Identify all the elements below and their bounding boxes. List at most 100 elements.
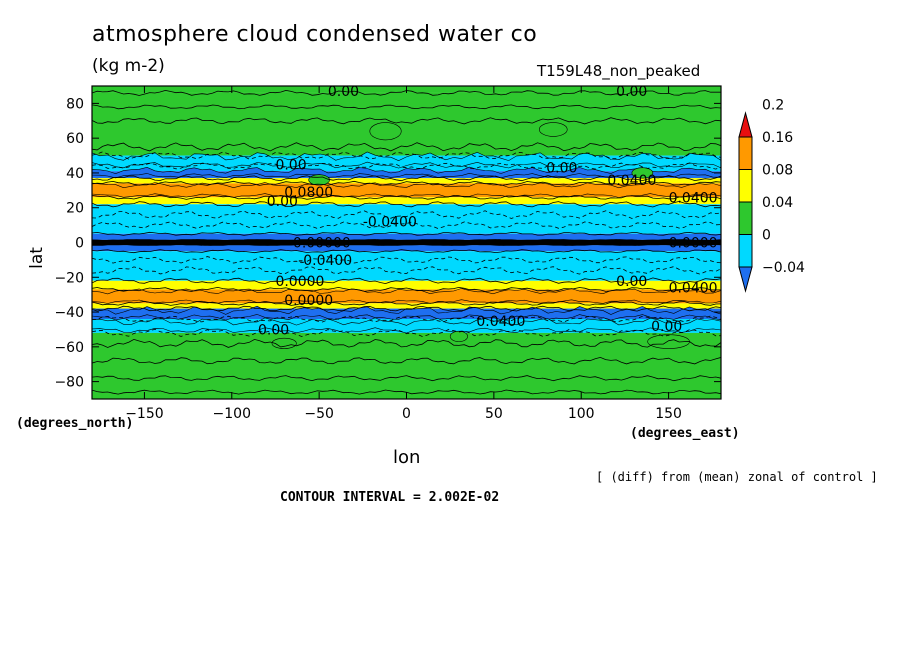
y-tick-label: −80 <box>54 375 84 391</box>
band-1 <box>92 92 721 156</box>
contour-line-1 <box>92 104 721 110</box>
contour-label: 0.00000 <box>293 236 351 252</box>
band-9 <box>92 239 721 246</box>
contour-label: 0.00 <box>616 84 647 100</box>
x-tick-label: 0 <box>402 406 411 422</box>
band-10 <box>92 245 721 252</box>
contour-label: 0.00 <box>258 322 289 338</box>
contour-label: 0.00 <box>275 157 306 173</box>
contour-label: 0.00 <box>546 161 577 177</box>
contour-line-19 <box>92 286 721 292</box>
contour-line-20 <box>92 300 721 306</box>
contour-label: -0.0400 <box>363 215 417 231</box>
y-tick-label: 60 <box>66 131 84 147</box>
contour-line-17 <box>92 266 721 275</box>
colorbar-label: 0.16 <box>762 130 793 146</box>
colorbar-swatch <box>738 169 753 203</box>
contour-interval: CONTOUR INTERVAL = 2.002E-02 <box>280 490 500 505</box>
y-tick-label: 0 <box>75 236 84 252</box>
band-11 <box>92 251 721 281</box>
contour-label: 0.00 <box>328 84 359 100</box>
band-14 <box>92 303 721 309</box>
contour-label: 0.0000 <box>275 274 324 290</box>
contour-label: -0.0400 <box>298 253 352 269</box>
contour-label: 0.00 <box>651 319 682 335</box>
band-3 <box>92 171 721 179</box>
green-patch-5 <box>449 330 468 342</box>
chart-units: (kg m-2) <box>92 56 165 76</box>
colorbar-swatch <box>738 234 753 268</box>
nh-blue-wave <box>92 151 721 169</box>
x-tick-label: −50 <box>304 406 334 422</box>
colorbar-swatch <box>738 136 753 170</box>
contour-line-10 <box>92 210 721 219</box>
colorbar: −0.04 0 0.04 0.08 0.16 0.2 <box>738 98 805 293</box>
contour-line-23 <box>92 328 721 337</box>
contour-line-14 <box>92 244 721 247</box>
diff-note: [ (diff) from (mean) zonal of control ] <box>596 470 878 484</box>
contour-label: 0.0400 <box>607 173 656 189</box>
x-tick-label: −150 <box>125 406 163 422</box>
y-tick-label: 20 <box>66 201 84 217</box>
contour-label: 0.00 <box>267 194 298 210</box>
nh-dark-wave <box>92 166 721 179</box>
colorbar-label: 0.04 <box>762 195 793 211</box>
contour-line-3 <box>92 142 721 152</box>
x-tick-label: 150 <box>655 406 682 422</box>
chart-title: atmosphere cloud condensed water co <box>92 22 538 47</box>
band-7 <box>92 204 721 234</box>
colorbar-label: 0 <box>762 228 771 244</box>
contour-line-8 <box>92 194 721 200</box>
contour-line-11 <box>92 221 721 229</box>
sh-blue-wave <box>92 317 721 334</box>
y-tick-label: −60 <box>54 340 84 356</box>
colorbar-swatch <box>738 201 753 235</box>
y-units-label: (degrees_north) <box>16 416 134 431</box>
band-12 <box>92 280 721 290</box>
contour-label: 0.0400 <box>669 190 718 206</box>
y-tick-label: 40 <box>66 166 84 182</box>
green-patch-4 <box>271 337 297 349</box>
green-patch-6 <box>631 167 654 179</box>
contour-line-18 <box>92 277 721 285</box>
contour-line-12 <box>92 231 721 236</box>
contour-label: 0.0800 <box>284 185 333 201</box>
contour-line-21 <box>92 305 721 312</box>
green-patch-2 <box>308 174 330 186</box>
band-17 <box>92 332 721 399</box>
x-tick-label: 50 <box>485 406 503 422</box>
contour-line-22 <box>92 315 721 323</box>
contour-line-6 <box>92 175 721 182</box>
x-axis-label: lon <box>393 447 421 468</box>
y-tick-label: 80 <box>66 96 84 112</box>
x-tick-label: 100 <box>568 406 595 422</box>
contour-line-25 <box>92 356 721 365</box>
y-tick-label: −20 <box>54 270 84 286</box>
colorbar-label: 0.2 <box>762 98 784 114</box>
contour-line-13 <box>92 238 721 241</box>
contour-line-9 <box>92 200 721 208</box>
colorbar-label: 0.08 <box>762 163 793 179</box>
contour-line-26 <box>92 375 721 382</box>
band-6 <box>92 197 721 205</box>
contour-line-2 <box>92 117 721 125</box>
colorbar-low-arrow <box>738 266 753 293</box>
contour-label: 0.0400 <box>669 281 718 297</box>
contour-line-15 <box>92 249 721 254</box>
contour-line-5 <box>92 162 721 170</box>
contour-line-7 <box>92 180 721 186</box>
x-tick-label: −100 <box>213 406 251 422</box>
colorbar-high-arrow <box>738 111 753 138</box>
contour-label: 0.0400 <box>476 314 525 330</box>
contour-line-24 <box>92 338 721 348</box>
colorbar-label: −0.04 <box>762 260 805 276</box>
experiment-name: T159L48_non_peaked <box>537 62 701 80</box>
y-tick-label: −40 <box>54 305 84 321</box>
band-4 <box>92 178 721 184</box>
green-patch-1 <box>538 122 568 137</box>
contour-label: 0.0000 <box>669 236 718 252</box>
contour-label: 0.0000 <box>284 293 333 309</box>
band-8 <box>92 233 721 240</box>
x-units-label: (degrees_east) <box>630 426 740 441</box>
